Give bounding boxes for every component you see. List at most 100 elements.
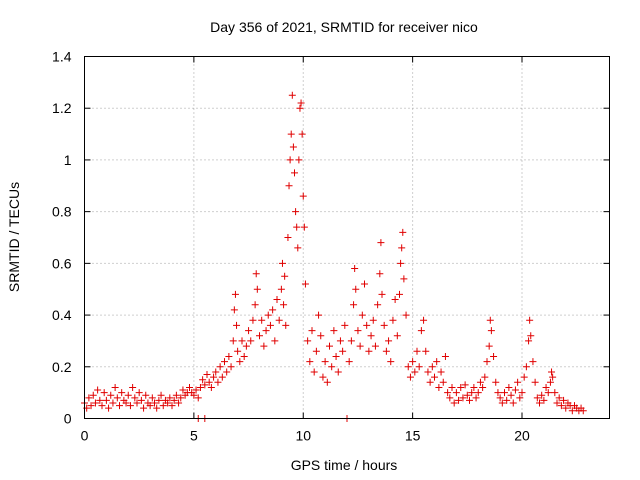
data-point [96, 396, 104, 404]
data-point [501, 389, 508, 397]
data-point [179, 386, 187, 394]
data-point [245, 327, 253, 335]
data-point [297, 99, 305, 107]
data-point [294, 244, 302, 252]
data-point [142, 391, 150, 399]
data-point [234, 347, 242, 355]
data-point [356, 342, 364, 350]
data-point [450, 399, 458, 407]
data-point [148, 394, 156, 402]
data-point [367, 332, 375, 340]
y-tick-label: 0 [64, 411, 72, 427]
data-point [170, 396, 178, 404]
data-point [560, 396, 568, 404]
data-point [296, 104, 304, 112]
data-point [223, 368, 231, 376]
data-point [306, 358, 314, 366]
data-point [461, 381, 469, 389]
data-point [317, 332, 325, 340]
data-point [177, 394, 185, 402]
x-tick-label: 15 [405, 428, 421, 444]
data-point [212, 368, 220, 376]
data-point [398, 244, 406, 252]
y-axis-label: SRMTID / TECUs [6, 182, 22, 292]
data-point [385, 337, 393, 345]
data-point [102, 396, 110, 404]
data-point [492, 378, 500, 386]
data-point [350, 301, 358, 309]
data-point [105, 404, 113, 412]
data-point [310, 368, 318, 376]
data-point [175, 399, 183, 407]
grid [84, 56, 610, 419]
data-point [503, 396, 511, 404]
y-tick-label: 0.4 [52, 307, 72, 323]
data-point [520, 373, 528, 381]
data-point [107, 391, 115, 399]
data-point [159, 402, 167, 410]
data-point [409, 358, 417, 366]
data-point [295, 156, 303, 164]
data-point [507, 391, 515, 399]
data-point [85, 394, 93, 402]
data-point [459, 394, 467, 402]
data-point [124, 391, 132, 399]
data-point [137, 396, 145, 404]
data-point [166, 394, 174, 402]
data-point [87, 402, 95, 410]
data-point [164, 399, 172, 407]
data-point [151, 399, 158, 407]
data-point [252, 270, 260, 278]
data-point [278, 259, 286, 267]
data-point [439, 378, 447, 386]
data-point [441, 352, 449, 360]
data-point [546, 378, 554, 386]
data-point [336, 337, 344, 345]
data-point [157, 391, 165, 399]
data-point [393, 332, 401, 340]
data-point [474, 389, 482, 397]
data-point [433, 358, 441, 366]
data-point [113, 394, 121, 402]
data-point [363, 321, 371, 329]
data-point [282, 321, 290, 329]
data-point [233, 321, 241, 329]
data-point [476, 378, 484, 386]
data-point [509, 399, 517, 407]
data-point [225, 352, 233, 360]
data-point [301, 280, 309, 288]
data-point [579, 407, 587, 415]
data-point [371, 342, 379, 350]
data-point [487, 327, 495, 335]
data-point [260, 342, 268, 350]
data-point [402, 311, 410, 319]
data-point [129, 383, 137, 391]
data-point [334, 368, 342, 376]
data-point [251, 301, 259, 309]
y-tick-label: 0.2 [52, 359, 72, 375]
data-point [299, 192, 307, 200]
data-point [437, 368, 445, 376]
data-point [351, 265, 359, 273]
data-point [326, 342, 333, 350]
data-point [266, 321, 274, 329]
data-point [455, 396, 463, 404]
data-point [155, 396, 163, 404]
data-point [555, 394, 563, 402]
data-point [404, 363, 412, 371]
data-point [481, 373, 489, 381]
data-point [526, 316, 534, 324]
data-point [207, 383, 215, 391]
data-point [286, 156, 294, 164]
data-point [444, 389, 452, 397]
data-point [242, 342, 250, 350]
data-point [400, 275, 408, 283]
data-point [490, 352, 498, 360]
data-point [361, 280, 368, 288]
data-point [527, 332, 535, 340]
data-point [256, 332, 263, 340]
data-point [529, 358, 537, 366]
data-point [214, 378, 222, 386]
data-point [264, 311, 272, 319]
data-point [378, 290, 386, 298]
